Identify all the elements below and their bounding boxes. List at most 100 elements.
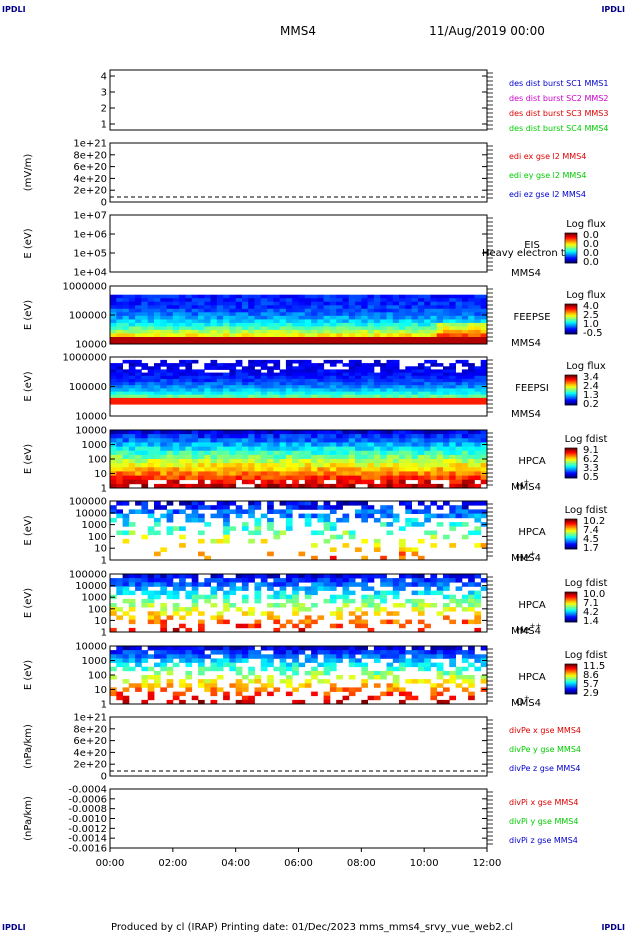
spectrogram-cell <box>267 385 274 389</box>
spectrogram-cell <box>468 459 475 464</box>
spectrogram-cell <box>361 467 368 472</box>
legend-entry: edi ex gse l2 MMS4 <box>509 152 586 161</box>
spectrogram-cell <box>436 670 444 676</box>
spectrogram-cell <box>342 467 350 472</box>
spectrogram-cell <box>179 333 186 338</box>
spectrogram-cell <box>348 675 356 680</box>
spectrogram-cell <box>147 366 155 370</box>
spectrogram-cell <box>147 475 155 481</box>
spectrogram-cell <box>336 467 343 472</box>
spectrogram-cell <box>336 329 343 334</box>
spectrogram-cell <box>317 446 325 452</box>
spectrogram-cell <box>417 298 425 303</box>
spectrogram-cell <box>424 372 431 377</box>
spectrogram-cell <box>298 315 306 320</box>
spectrogram-cell <box>185 308 193 313</box>
spectrogram-cell <box>141 450 149 456</box>
spectrogram-cell <box>198 337 205 341</box>
spectrogram-cell <box>468 654 475 659</box>
spectrogram-cell <box>110 401 117 405</box>
spectrogram-cell <box>311 463 318 468</box>
spectrogram-cell <box>267 467 274 472</box>
spectrogram-cell <box>241 471 249 476</box>
spectrogram-cell <box>241 526 249 531</box>
spectrogram-cell <box>449 372 456 377</box>
spectrogram-cell <box>279 446 287 452</box>
spectrogram-cell <box>135 658 142 663</box>
spectrogram-cell <box>191 329 199 334</box>
spectrogram-cell <box>185 683 193 688</box>
spectrogram-cell <box>323 319 331 324</box>
spectrogram-cell <box>386 294 394 299</box>
spectrogram-cell <box>480 446 488 452</box>
spectrogram-cell <box>311 301 318 306</box>
spectrogram-cell <box>135 662 142 668</box>
spectrogram-cell <box>323 305 331 310</box>
spectrogram-cell <box>430 654 438 659</box>
spectrogram-cell <box>285 372 293 377</box>
spectrogram-cell <box>455 397 463 402</box>
spectrogram-cell <box>185 298 193 303</box>
spectrogram-cell <box>468 479 475 485</box>
spectrogram-cell <box>267 603 274 608</box>
spectrogram-cell <box>348 366 356 370</box>
spectrogram-cell <box>248 611 255 616</box>
spectrogram-cell <box>235 471 243 476</box>
spectrogram-cell <box>116 378 123 383</box>
spectrogram-cell <box>241 388 249 392</box>
spectrogram-cell <box>191 578 199 583</box>
spectrogram-cell <box>436 378 444 383</box>
spectrogram-cell <box>474 372 482 377</box>
spectrogram-cell <box>191 450 199 456</box>
spectrogram-cell <box>348 438 356 443</box>
spectrogram-cell <box>166 391 174 396</box>
spectrogram-cell <box>380 590 387 596</box>
spectrogram-cell <box>229 683 237 688</box>
spectrogram-cell <box>380 463 387 468</box>
spectrogram-cell <box>361 301 368 306</box>
spectrogram-cell <box>411 463 419 468</box>
spectrogram-cell <box>204 326 211 331</box>
spectrogram-cell <box>248 434 255 439</box>
spectrogram-cell <box>229 454 237 460</box>
spectrogram-cell <box>223 534 230 540</box>
corner-tag-top-right: IPDLI <box>601 5 625 14</box>
colorbar-step <box>565 240 577 243</box>
spectrogram-cell <box>443 459 450 464</box>
spectrogram-cell <box>474 382 482 386</box>
spectrogram-cell <box>336 615 343 620</box>
spectrogram-cell <box>191 319 199 324</box>
spectrogram-cell <box>110 298 117 303</box>
spectrogram-cell <box>436 463 444 468</box>
spectrogram-cell <box>267 438 274 443</box>
spectrogram-cell <box>443 319 450 324</box>
spectrogram-cell <box>223 658 230 663</box>
spectrogram-cell <box>392 333 400 338</box>
spectrogram-cell <box>292 401 299 405</box>
spectrogram-cell <box>235 650 243 655</box>
spectrogram-cell <box>248 442 255 447</box>
spectrogram-cell <box>135 359 142 364</box>
spectrogram-cell <box>273 359 281 364</box>
y-tick-label: 4e+20 <box>73 748 107 759</box>
spectrogram-cell <box>285 691 293 697</box>
spectrogram-cell <box>248 363 255 367</box>
spectrogram-cell <box>267 586 274 591</box>
spectrogram-cell <box>455 391 463 396</box>
spectrogram-cell <box>323 442 331 447</box>
spectrogram-cell <box>367 375 375 380</box>
spectrogram-cell <box>329 654 337 659</box>
spectrogram-cell <box>311 329 318 334</box>
spectrogram-cell <box>154 454 161 460</box>
spectrogram-cell <box>367 312 375 317</box>
spectrogram-cell <box>436 375 444 380</box>
spectrogram-cell <box>367 337 375 341</box>
spectrogram-cell <box>317 294 325 299</box>
spectrogram-cell <box>461 329 469 334</box>
spectrogram-cell <box>179 658 186 663</box>
spectrogram-cell <box>235 333 243 338</box>
spectrogram-cell <box>317 450 325 456</box>
spectrogram-cell <box>279 319 287 324</box>
spectrogram-cell <box>116 301 123 306</box>
spectrogram-cell <box>348 315 356 320</box>
